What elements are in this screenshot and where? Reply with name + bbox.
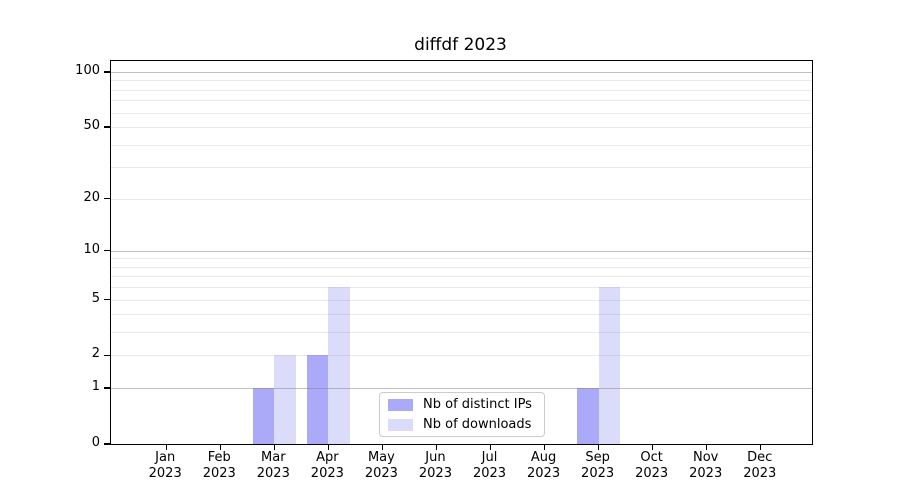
y-tick-label: 2 <box>91 346 100 362</box>
y-tick-mark <box>104 354 111 357</box>
legend-entry: Nb of downloads <box>388 417 536 432</box>
gridline-minor <box>111 100 812 102</box>
plot-area: Nb of distinct IPs Nb of downloads <box>104 60 813 450</box>
y-tick-label: 20 <box>83 189 100 205</box>
x-tick-mark <box>327 444 330 450</box>
x-tick-mark <box>273 444 275 450</box>
x-tick-mark <box>706 444 708 450</box>
x-tick-label: Dec 2023 <box>743 450 777 481</box>
x-tick-label: Jan 2023 <box>148 450 182 481</box>
bar-downloads <box>328 287 350 444</box>
gridline-minor <box>111 314 812 316</box>
gridline-major <box>111 250 812 252</box>
gridline-major <box>111 72 812 74</box>
x-tick-mark <box>381 444 384 450</box>
x-tick-mark <box>651 444 654 450</box>
gridline-minor <box>111 89 812 91</box>
x-tick-label: Nov 2023 <box>689 450 723 481</box>
x-tick-mark <box>435 444 438 450</box>
x-tick-mark <box>543 444 546 450</box>
x-tick-label: Oct 2023 <box>635 450 669 481</box>
y-tick-label: 10 <box>83 241 100 257</box>
x-tick-label: Jul 2023 <box>472 450 507 481</box>
legend-label: Nb of downloads <box>423 417 532 432</box>
x-tick-label: Apr 2023 <box>310 450 344 481</box>
y-tick-label: 50 <box>83 118 100 134</box>
legend-swatch <box>388 398 413 411</box>
y-tick-label: 100 <box>75 63 100 79</box>
y-tick-mark <box>104 387 111 389</box>
gridline-minor <box>111 167 812 169</box>
x-tick-label: Sep 2023 <box>581 450 615 481</box>
x-tick-mark <box>489 444 492 450</box>
gridline-minor <box>111 266 812 268</box>
chart-title: diffdf 2023 <box>414 35 507 55</box>
x-tick-mark <box>597 444 600 450</box>
gridline-minor <box>111 287 812 289</box>
x-tick-mark <box>219 444 221 450</box>
bar-distinct-ips <box>306 355 329 444</box>
gridline-minor <box>111 80 812 82</box>
x-axis-labels: Jan 2023 Feb 2023 Mar 2023 Apr 2023 May 2023 Jun 20… <box>110 450 811 490</box>
y-tick-label: 0 <box>91 435 100 450</box>
y-tick-label: 5 <box>91 290 100 306</box>
legend-label: Nb of distinct IPs <box>423 397 532 412</box>
x-tick-label: Aug 2023 <box>527 450 561 481</box>
bar-downloads <box>598 287 621 444</box>
y-tick-mark <box>104 71 111 73</box>
bar-downloads <box>274 355 296 444</box>
x-tick-mark <box>760 444 762 450</box>
y-axis-labels: 0 1 2 5 10 20 50 100 <box>0 60 100 450</box>
legend-entry: Nb of distinct IPs <box>388 397 536 412</box>
y-tick-label: 1 <box>91 379 100 395</box>
y-tick-mark <box>104 250 111 252</box>
x-tick-mark <box>165 444 167 450</box>
bar-distinct-ips <box>252 388 275 444</box>
x-tick-label: Jun 2023 <box>418 450 452 481</box>
gridline-minor <box>111 127 812 129</box>
y-tick-mark <box>104 126 111 128</box>
gridline-minor <box>111 112 812 114</box>
gridline-minor <box>111 144 812 146</box>
y-tick-mark <box>104 298 111 301</box>
legend-swatch <box>388 418 413 431</box>
x-tick-label: Mar 2023 <box>256 450 290 481</box>
gridline-minor <box>111 258 812 260</box>
gridline-major <box>111 388 812 390</box>
gridline-minor <box>111 198 812 200</box>
legend: Nb of distinct IPs Nb of downloads <box>379 392 545 437</box>
gridline-minor <box>111 355 812 357</box>
gridline-minor <box>111 299 812 301</box>
gridline-minor <box>111 276 812 278</box>
gridline-minor <box>111 332 812 334</box>
bar-distinct-ips <box>577 388 599 444</box>
y-tick-mark <box>104 443 111 445</box>
x-tick-label: May 2023 <box>364 450 398 481</box>
y-tick-mark <box>104 197 111 200</box>
x-tick-label: Feb 2023 <box>202 450 236 481</box>
